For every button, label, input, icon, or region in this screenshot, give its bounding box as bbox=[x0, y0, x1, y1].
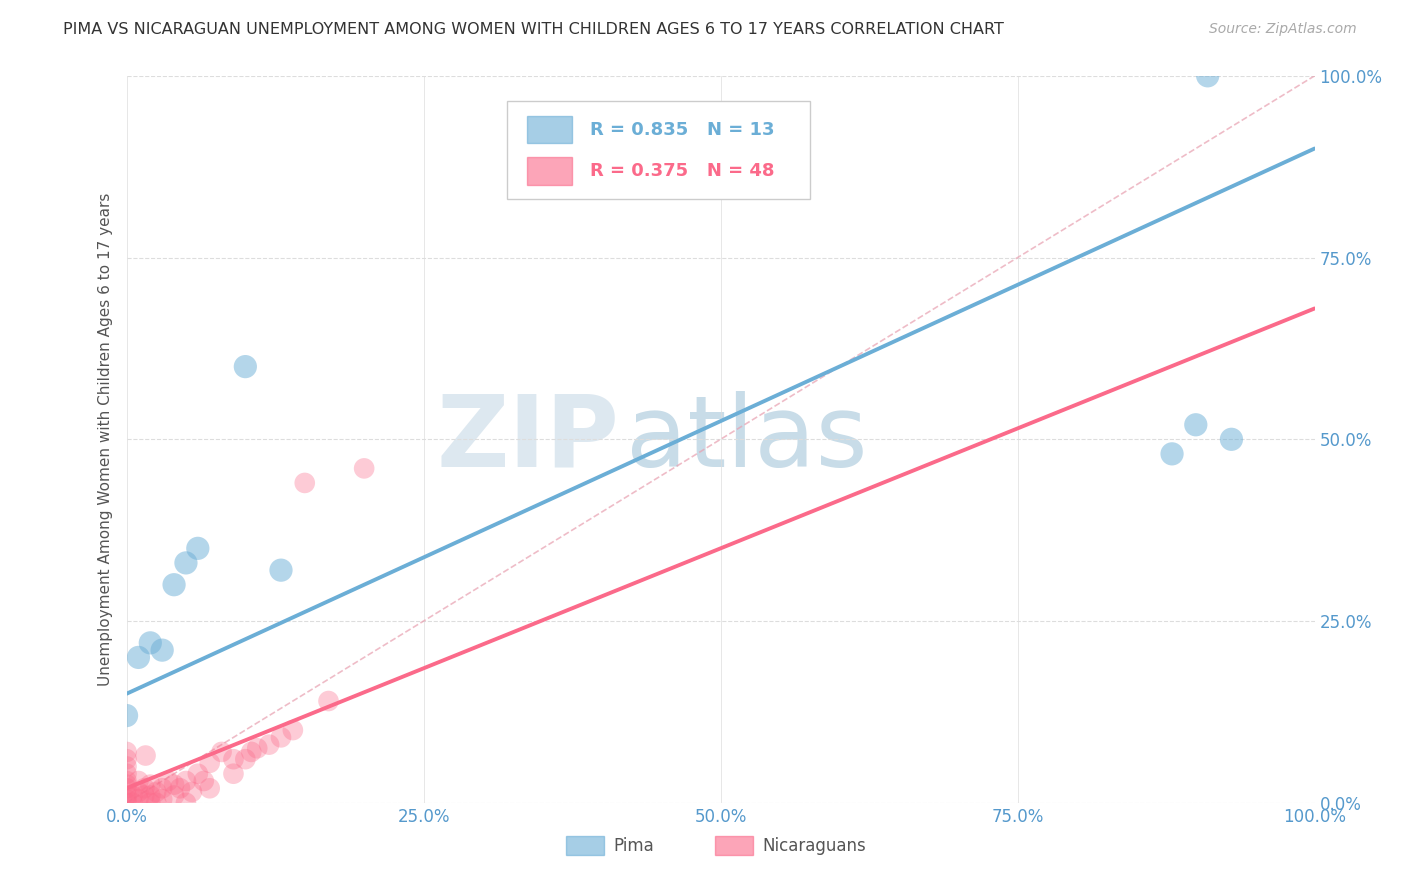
Point bbox=[211, 745, 233, 759]
Point bbox=[163, 778, 186, 792]
Bar bbox=[714, 836, 752, 855]
Point bbox=[150, 643, 173, 657]
Point bbox=[174, 774, 197, 789]
Point bbox=[139, 796, 162, 810]
Text: Pima: Pima bbox=[613, 837, 654, 855]
Point bbox=[115, 766, 138, 780]
Point bbox=[187, 766, 209, 780]
Point bbox=[222, 766, 245, 780]
Point bbox=[163, 578, 186, 592]
Point bbox=[115, 745, 138, 759]
Point bbox=[127, 785, 149, 799]
Point bbox=[246, 741, 269, 756]
Point bbox=[115, 759, 138, 773]
Text: atlas: atlas bbox=[626, 391, 868, 488]
Point bbox=[139, 778, 162, 792]
Point bbox=[115, 708, 138, 723]
Point bbox=[198, 781, 221, 796]
Point bbox=[115, 789, 138, 803]
Point bbox=[1197, 69, 1219, 83]
Point bbox=[115, 781, 138, 796]
Point bbox=[115, 792, 138, 806]
Point bbox=[353, 461, 375, 475]
Point bbox=[174, 556, 197, 570]
Point bbox=[169, 781, 191, 796]
Point bbox=[139, 636, 162, 650]
Point bbox=[127, 650, 149, 665]
Point bbox=[294, 475, 316, 490]
Point bbox=[1220, 432, 1243, 446]
Point bbox=[115, 774, 138, 789]
Bar bbox=[527, 116, 572, 144]
Text: Source: ZipAtlas.com: Source: ZipAtlas.com bbox=[1209, 22, 1357, 37]
Point bbox=[233, 752, 257, 766]
Point bbox=[270, 563, 292, 577]
Bar bbox=[527, 157, 572, 185]
Point bbox=[174, 796, 197, 810]
Bar bbox=[567, 836, 605, 855]
Point bbox=[127, 774, 149, 789]
Text: PIMA VS NICARAGUAN UNEMPLOYMENT AMONG WOMEN WITH CHILDREN AGES 6 TO 17 YEARS COR: PIMA VS NICARAGUAN UNEMPLOYMENT AMONG WO… bbox=[63, 22, 1004, 37]
Point bbox=[193, 774, 215, 789]
Point bbox=[233, 359, 257, 374]
Text: R = 0.835   N = 13: R = 0.835 N = 13 bbox=[591, 120, 775, 138]
Point bbox=[240, 745, 263, 759]
Point bbox=[318, 694, 340, 708]
Point bbox=[121, 796, 143, 810]
Point bbox=[257, 738, 280, 752]
Point bbox=[121, 789, 143, 803]
Text: ZIP: ZIP bbox=[437, 391, 620, 488]
Point bbox=[145, 785, 167, 799]
Point bbox=[180, 785, 202, 799]
Point bbox=[145, 796, 167, 810]
Point bbox=[222, 752, 245, 766]
Point bbox=[150, 792, 173, 806]
Point bbox=[115, 796, 138, 810]
Y-axis label: Unemployment Among Women with Children Ages 6 to 17 years: Unemployment Among Women with Children A… bbox=[97, 193, 112, 686]
Point bbox=[115, 752, 138, 766]
Point bbox=[139, 789, 162, 803]
Point bbox=[134, 789, 156, 803]
Point bbox=[270, 731, 292, 745]
Point bbox=[150, 781, 173, 796]
Point bbox=[127, 792, 149, 806]
Point bbox=[1161, 447, 1184, 461]
Text: Nicaraguans: Nicaraguans bbox=[762, 837, 866, 855]
Point bbox=[198, 756, 221, 770]
Point bbox=[157, 774, 180, 789]
Point bbox=[163, 789, 186, 803]
Point bbox=[115, 778, 138, 792]
Point bbox=[134, 781, 156, 796]
FancyBboxPatch shape bbox=[506, 102, 810, 200]
Point bbox=[135, 748, 157, 763]
Text: R = 0.375   N = 48: R = 0.375 N = 48 bbox=[591, 162, 775, 180]
Point bbox=[187, 541, 209, 556]
Point bbox=[281, 723, 304, 737]
Point bbox=[1185, 417, 1208, 432]
